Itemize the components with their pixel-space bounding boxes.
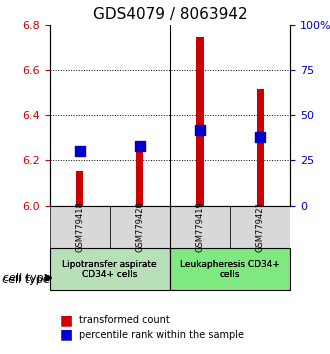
Text: Leukapheresis CD34+
cells: Leukapheresis CD34+ cells — [180, 259, 280, 279]
Point — [258, 134, 263, 140]
Bar — [257, 89, 264, 206]
FancyBboxPatch shape — [50, 206, 110, 248]
Text: transformed count: transformed count — [79, 315, 170, 325]
Text: Lipotransfer aspirate
CD34+ cells: Lipotransfer aspirate CD34+ cells — [62, 259, 157, 279]
Text: ■: ■ — [59, 327, 73, 342]
Point — [77, 149, 82, 154]
Text: GSM779419: GSM779419 — [196, 201, 205, 252]
Bar — [196, 36, 204, 206]
FancyBboxPatch shape — [170, 248, 290, 290]
Text: GSM779421: GSM779421 — [256, 201, 265, 252]
Text: GSM779420: GSM779420 — [135, 201, 144, 252]
FancyBboxPatch shape — [110, 206, 170, 248]
Bar — [136, 147, 144, 206]
FancyBboxPatch shape — [50, 248, 170, 290]
Text: GSM779418: GSM779418 — [75, 201, 84, 252]
Point — [197, 127, 203, 132]
FancyBboxPatch shape — [170, 206, 230, 248]
FancyBboxPatch shape — [50, 248, 170, 290]
Text: ■: ■ — [59, 313, 73, 327]
Text: cell type: cell type — [3, 273, 51, 283]
Text: Leukapheresis CD34+
cells: Leukapheresis CD34+ cells — [180, 259, 280, 279]
FancyBboxPatch shape — [170, 248, 290, 290]
Text: Lipotransfer aspirate
CD34+ cells: Lipotransfer aspirate CD34+ cells — [62, 259, 157, 279]
Text: cell type: cell type — [2, 275, 49, 285]
Text: percentile rank within the sample: percentile rank within the sample — [79, 330, 244, 339]
Bar — [76, 171, 83, 206]
FancyBboxPatch shape — [230, 206, 290, 248]
Point — [137, 143, 143, 149]
Title: GDS4079 / 8063942: GDS4079 / 8063942 — [93, 7, 247, 22]
